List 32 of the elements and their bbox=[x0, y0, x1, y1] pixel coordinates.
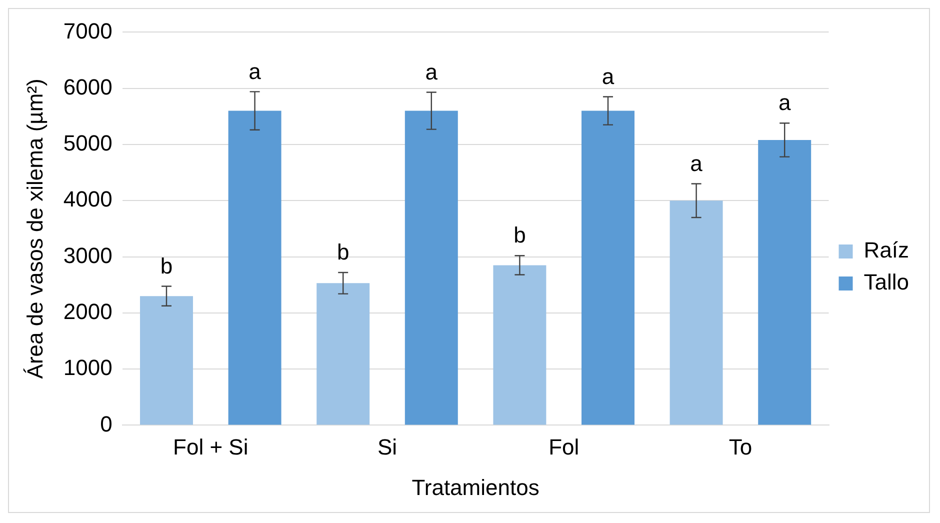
bar bbox=[316, 283, 370, 425]
data-label: a bbox=[602, 64, 615, 89]
data-label: a bbox=[778, 90, 792, 116]
y-tick-label: 5000 bbox=[63, 130, 112, 156]
bar bbox=[758, 140, 812, 425]
x-tick-label: To bbox=[728, 434, 752, 460]
y-tick-label: 6000 bbox=[63, 74, 112, 100]
y-axis-title: Área de vasos de xilema (µm²) bbox=[22, 78, 48, 379]
bar bbox=[228, 110, 282, 425]
x-axis-title: Tratamientos bbox=[412, 474, 540, 500]
y-tick-label: 3000 bbox=[63, 242, 112, 268]
bar bbox=[493, 265, 546, 425]
y-tick-label: 4000 bbox=[63, 186, 112, 212]
y-tick-label: 1000 bbox=[63, 355, 112, 380]
data-label: b bbox=[160, 253, 173, 278]
x-tick-label: Si bbox=[377, 434, 398, 460]
x-tick-label: Fol + Si bbox=[173, 434, 248, 460]
y-tick-label: 7000 bbox=[63, 18, 112, 44]
bar bbox=[670, 200, 723, 425]
x-tick-label: Fol bbox=[548, 434, 580, 460]
data-label: b bbox=[336, 240, 350, 265]
bar bbox=[140, 296, 193, 425]
y-tick-label: 0 bbox=[100, 411, 112, 436]
bar bbox=[404, 110, 458, 425]
legend-label: Tallo bbox=[864, 270, 910, 295]
data-label: a bbox=[425, 59, 438, 84]
legend-label: Raíz bbox=[864, 238, 910, 263]
data-label: a bbox=[248, 58, 262, 84]
y-tick-label: 2000 bbox=[63, 298, 112, 324]
data-label: b bbox=[514, 222, 526, 248]
bar bbox=[582, 110, 634, 425]
data-label: a bbox=[690, 150, 704, 176]
